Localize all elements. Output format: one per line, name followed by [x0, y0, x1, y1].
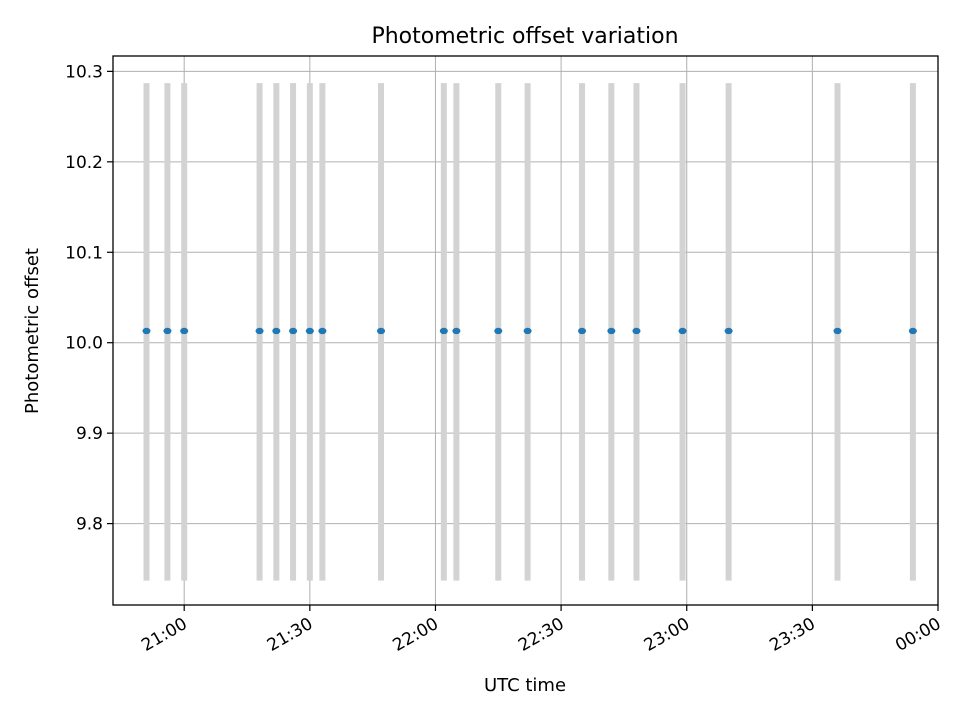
x-axis-label: UTC time — [484, 675, 566, 696]
y-tick-label: 9.9 — [76, 424, 103, 444]
y-tick-label: 10.3 — [65, 62, 103, 82]
data-point — [180, 327, 189, 335]
data-point — [578, 327, 587, 335]
data-point — [632, 327, 641, 335]
data-point — [318, 327, 327, 335]
x-tick-label: 21:30 — [264, 614, 316, 656]
data-point — [833, 327, 842, 335]
data-point — [377, 327, 386, 335]
data-point — [439, 327, 448, 335]
data-point — [142, 327, 151, 335]
x-tick-label: 22:30 — [515, 614, 567, 656]
point-layer — [142, 327, 917, 335]
y-tick-label: 10.0 — [65, 334, 103, 354]
y-tick-label: 10.1 — [65, 243, 103, 263]
data-point — [289, 327, 298, 335]
x-tick-label: 23:00 — [641, 614, 693, 656]
data-point — [494, 327, 503, 335]
chart-title: Photometric offset variation — [371, 24, 678, 49]
x-tick-label: 00:00 — [892, 614, 944, 656]
y-axis-label: Photometric offset — [22, 248, 43, 414]
plot-frame — [112, 55, 939, 606]
x-tick-label: 21:00 — [138, 614, 190, 656]
y-tick-label: 9.8 — [76, 515, 103, 535]
data-point — [908, 327, 917, 335]
data-point — [255, 327, 264, 335]
data-point — [272, 327, 281, 335]
data-point — [724, 327, 733, 335]
x-tick-label: 22:00 — [390, 614, 442, 656]
y-tick-label: 10.2 — [65, 153, 103, 173]
data-point — [452, 327, 461, 335]
data-point — [607, 327, 616, 335]
data-point — [678, 327, 687, 335]
data-point — [523, 327, 532, 335]
data-point — [163, 327, 172, 335]
data-point — [305, 327, 314, 335]
x-tick-label: 23:30 — [766, 614, 818, 656]
